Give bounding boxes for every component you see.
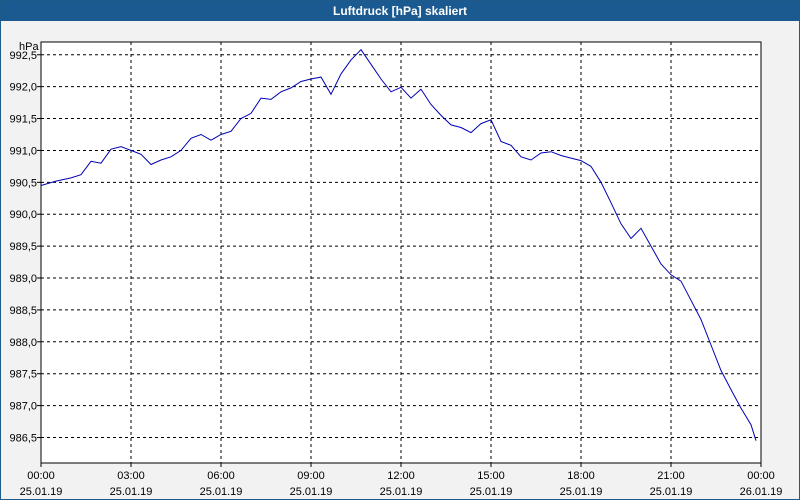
y-tick-label: 991,0 — [9, 145, 37, 157]
x-tick-date-label: 25.01.19 — [650, 486, 693, 498]
y-tick-label: 988,0 — [9, 337, 37, 349]
y-tick-label: 988,5 — [9, 305, 37, 317]
x-tick-date-label: 25.01.19 — [110, 486, 153, 498]
x-tick-date-label: 25.01.19 — [380, 486, 423, 498]
x-tick-date-label: 25.01.19 — [200, 486, 243, 498]
x-tick-date-label: 25.01.19 — [20, 486, 63, 498]
y-tick-label: 991,5 — [9, 114, 37, 126]
x-tick-time-label: 03:00 — [117, 470, 145, 482]
x-tick-time-label: 06:00 — [207, 470, 235, 482]
x-tick-date-label: 26.01.19 — [740, 486, 783, 498]
x-tick-date-label: 25.01.19 — [290, 486, 333, 498]
x-tick-time-label: 00:00 — [747, 470, 775, 482]
x-tick-time-label: 09:00 — [297, 470, 325, 482]
y-tick-label: 989,0 — [9, 273, 37, 285]
x-tick-time-label: 18:00 — [567, 470, 595, 482]
y-tick-label: 992,0 — [9, 82, 37, 94]
x-tick-time-label: 15:00 — [477, 470, 505, 482]
y-tick-label: 990,0 — [9, 209, 37, 221]
series-group — [40, 48, 757, 441]
chart-title: Luftdruck [hPa] skaliert — [1, 1, 799, 21]
y-tick-label: 986,5 — [9, 432, 37, 444]
y-tick-label: 987,5 — [9, 369, 37, 381]
x-tick-date-label: 25.01.19 — [560, 486, 603, 498]
y-axis-unit-label: hPa — [19, 41, 39, 53]
x-tick-time-label: 00:00 — [27, 470, 55, 482]
y-tick-label: 992,5 — [9, 50, 37, 62]
x-axis-ticks: 00:00 25.01.19 03:00 25.01.19 06:00 25.01.19 0… — [20, 463, 783, 498]
pressure-series-line — [40, 48, 757, 441]
grid-lines — [41, 42, 761, 463]
pressure-chart: hPa 992,5992,0991,5991,0990,5990,0989,59… — [9, 41, 783, 498]
x-tick-time-label: 12:00 — [387, 470, 415, 482]
x-tick-time-label: 21:00 — [657, 470, 685, 482]
y-tick-label: 989,5 — [9, 241, 37, 253]
x-tick-date-label: 25.01.19 — [470, 486, 513, 498]
y-axis-ticks: 992,5 992,0 991,5 991,0 990,5 990,0 989,5 989,0… — [9, 50, 41, 444]
y-tick-label: 990,5 — [9, 177, 37, 189]
y-tick-label: 987,0 — [9, 401, 37, 413]
